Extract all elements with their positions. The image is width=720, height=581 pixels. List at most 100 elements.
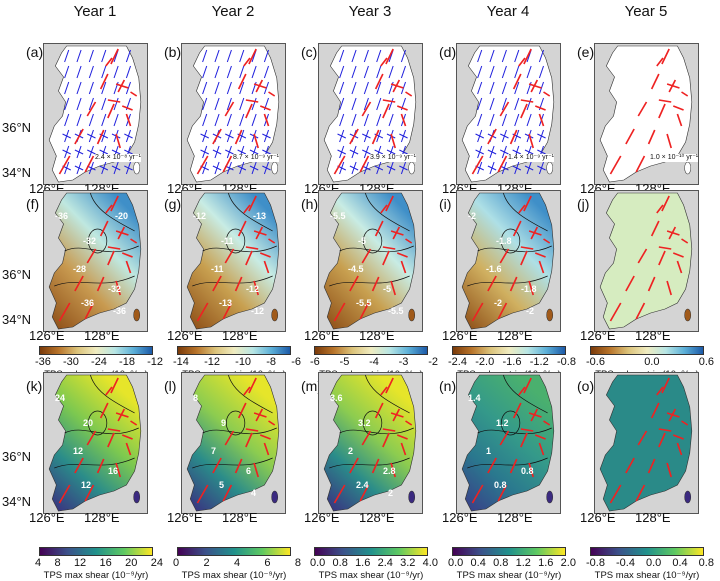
colorbar-tick-label: -0.4: [616, 557, 635, 569]
colorbar-tick-label: 0.0: [310, 557, 326, 569]
colorbar: [39, 547, 153, 556]
lon-tick-126e: 126°E: [167, 510, 203, 525]
colorbar: [452, 346, 566, 355]
lon-tick-128e: 128°E: [497, 328, 533, 343]
fault-traces: [471, 377, 551, 504]
contour-label: 6: [246, 465, 252, 476]
column-header-year-2: Year 2: [211, 3, 255, 20]
contour-label: 5: [219, 479, 225, 490]
lon-tick-128e: 128°E: [222, 510, 258, 525]
colorbar: [314, 346, 428, 355]
colorbar-tick-label: 2.4: [377, 557, 393, 569]
colorbar-tick-label: 0.6: [698, 356, 714, 368]
colorbar-tick-label: 0.0: [646, 557, 662, 569]
panel-label: (e): [577, 44, 595, 60]
map-panel-shear-1: [43, 372, 148, 514]
fault-traces: [471, 48, 551, 175]
colorbar-tick-label: -2.4: [448, 356, 467, 368]
contour-lines: [54, 192, 139, 287]
colorbar-tick-label: -6: [310, 356, 320, 368]
panel-label: (o): [577, 378, 595, 394]
fault-traces: [58, 195, 138, 322]
lat-tick-36n: 36°N: [2, 120, 32, 135]
fault-traces: [333, 377, 413, 504]
contour-label: 0.8: [494, 479, 507, 490]
contour-label: 2: [348, 446, 354, 457]
strain-rate-crosses: [200, 49, 271, 175]
contour-label: 3.6: [330, 393, 343, 403]
map-panel-shear-2: [181, 372, 286, 514]
map-panel-strain-2: [181, 43, 286, 185]
contour-label: -1.8: [496, 236, 512, 247]
colorbar-tick-label: 20: [125, 557, 138, 569]
lat-tick-34n: 34°N: [2, 494, 32, 509]
colorbar-ticks: 0.0 0.4 0.8 1.2 1.6 2.0: [448, 558, 576, 569]
colorbar-title: TPS max shear (10⁻⁹/yr): [318, 570, 424, 581]
map-panel-shear-4: [456, 372, 561, 514]
colorbar-ticks: 0 2 4 6 8: [173, 558, 301, 569]
contour-label: -12: [193, 211, 207, 221]
contour-label: -36: [113, 306, 127, 317]
lon-tick-128e: 128°E: [222, 328, 258, 343]
lon-tick-126e: 126°E: [580, 510, 616, 525]
contour-label: -36: [81, 297, 95, 308]
contour-label: -2: [494, 297, 503, 308]
map-panel-volumetric-5: [594, 190, 699, 332]
colorbar-title: TPS max shear (10⁻⁹/yr): [456, 570, 562, 581]
map-panel-strain-3: [318, 43, 423, 185]
lon-tick-126e: 126°E: [304, 328, 340, 343]
colorbar-tick-label: 4.0: [422, 557, 438, 569]
colorbar-ticks: -36 -30 -24 -18 -12: [35, 357, 163, 368]
contour-label: -11: [221, 236, 234, 247]
colorbar: [590, 547, 704, 556]
colorbar-tick-label: 16: [99, 557, 112, 569]
colorbar-ticks: -0.8 -0.4 0.0 0.4 0.8: [586, 558, 714, 569]
lat-tick-36n: 36°N: [2, 449, 32, 464]
panel-label: (c): [301, 44, 318, 60]
colorbar: [39, 346, 153, 355]
contour-label: 3.2: [358, 418, 371, 429]
colorbar-tick-label: -2.0: [475, 356, 495, 368]
fault-traces: [609, 48, 689, 175]
map-panel-volumetric-1: [43, 190, 148, 332]
contour-label: 1.4: [468, 393, 481, 403]
contour-label: -1.8: [521, 283, 537, 294]
contour-label: 8: [193, 393, 199, 403]
panel-label: (i): [439, 196, 452, 212]
contour-label: 2: [388, 488, 394, 499]
contour-lines: [329, 374, 414, 469]
contour-label: -5.5: [330, 211, 346, 221]
contour-label: -4.5: [348, 264, 364, 275]
fault-traces: [196, 377, 276, 504]
colorbar-tick-label: 1.2: [515, 557, 531, 569]
strain-scale-label: 1.4 × 10⁻⁹ yr⁻¹: [508, 154, 554, 162]
colorbar-tick-label: 8: [294, 557, 301, 569]
colorbar-tick-label: -36: [35, 356, 51, 368]
lon-tick-126e: 126°E: [29, 510, 65, 525]
colorbar: [177, 547, 291, 556]
panel-label: (b): [164, 44, 182, 60]
colorbar: [590, 346, 704, 355]
contour-label: 20: [83, 418, 94, 429]
colorbar-ticks: -14 -12 -10 -8 -6: [173, 357, 301, 368]
lon-tick-126e: 126°E: [304, 510, 340, 525]
colorbar-tick-label: 12: [73, 557, 87, 569]
fault-traces: [609, 195, 689, 322]
contour-label: -13: [219, 297, 233, 308]
colorbar-ticks: 0.0 0.8 1.6 2.4 3.2 4.0: [310, 558, 438, 569]
map-panel-strain-4: [456, 43, 561, 185]
colorbar-tick-label: -1.6: [502, 356, 522, 368]
colorbar-tick-label: 0.8: [332, 557, 348, 569]
fault-traces: [58, 377, 138, 504]
contour-label: 16: [108, 465, 119, 476]
contour-label: -32: [83, 236, 97, 247]
contour-lines: [329, 192, 414, 287]
map-panel-shear-3: [318, 372, 423, 514]
colorbar-ticks: -2.4 -2.0 -1.6 -1.2 -0.8: [448, 357, 576, 368]
panel-label: (n): [439, 378, 457, 394]
colorbar-tick-label: -4: [369, 356, 379, 368]
contour-label: -2: [526, 306, 535, 317]
contour-label: 12: [81, 479, 92, 490]
colorbar-tick-label: -14: [173, 356, 189, 368]
colorbar-tick-label: 1.6: [538, 557, 554, 569]
